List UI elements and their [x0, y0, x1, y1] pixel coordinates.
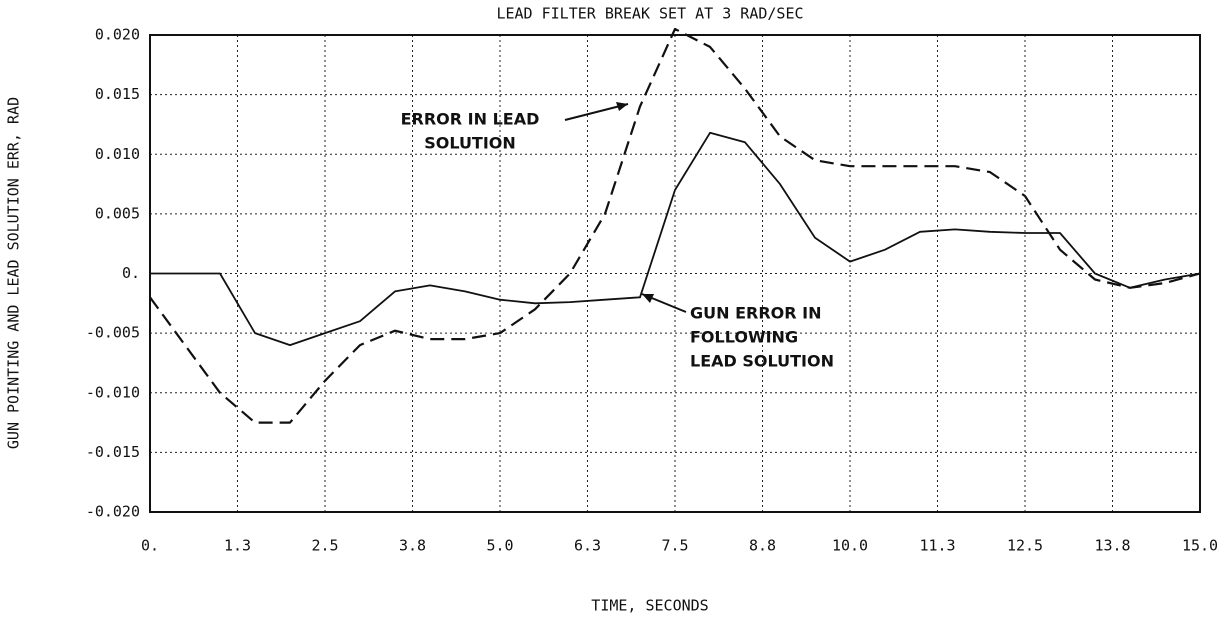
series-line	[150, 131, 1201, 346]
annotation: GUN ERROR IN	[690, 304, 822, 323]
x-tick-label: 0.	[141, 537, 159, 555]
y-tick-label: -0.005	[86, 324, 140, 342]
x-tick-label: 6.3	[574, 537, 601, 555]
annotation: SOLUTION	[424, 134, 516, 153]
arrow-head	[616, 102, 628, 111]
series-line	[149, 27, 1201, 424]
x-tick-label: 2.5	[311, 537, 338, 555]
annotation-arrow	[564, 103, 629, 121]
annotation: FOLLOWING	[690, 328, 798, 347]
y-tick-label: 0.015	[95, 85, 140, 103]
x-tick-label: 8.8	[749, 537, 776, 555]
x-tick-label: 11.3	[919, 537, 955, 555]
y-tick-label: -0.015	[86, 443, 140, 461]
x-tick-label: 10.0	[832, 537, 868, 555]
y-tick-label: 0.005	[95, 204, 140, 222]
y-tick-label: -0.010	[86, 383, 140, 401]
x-tick-label: 13.8	[1094, 537, 1130, 555]
x-axis-label: TIME, SECONDS	[591, 597, 708, 615]
y-tick-label: 0.	[122, 264, 140, 282]
x-tick-label: 3.8	[399, 537, 426, 555]
x-tick-label: 1.3	[224, 537, 251, 555]
y-tick-label: -0.020	[86, 503, 140, 521]
arrow-head	[642, 294, 654, 303]
x-tick-label: 5.0	[486, 537, 513, 555]
annotation: ERROR IN LEAD	[401, 110, 540, 129]
chart-title: LEAD FILTER BREAK SET AT 3 RAD/SEC	[496, 5, 803, 23]
y-tick-label: 0.010	[95, 145, 140, 163]
x-tick-label: 7.5	[661, 537, 688, 555]
y-axis-label: GUN POINTING AND LEAD SOLUTION ERR, RAD	[5, 97, 23, 449]
x-tick-label: 12.5	[1007, 537, 1043, 555]
x-tick-label: 15.0	[1182, 537, 1218, 555]
annotation: LEAD SOLUTION	[690, 352, 834, 371]
y-tick-label: 0.020	[95, 26, 140, 44]
